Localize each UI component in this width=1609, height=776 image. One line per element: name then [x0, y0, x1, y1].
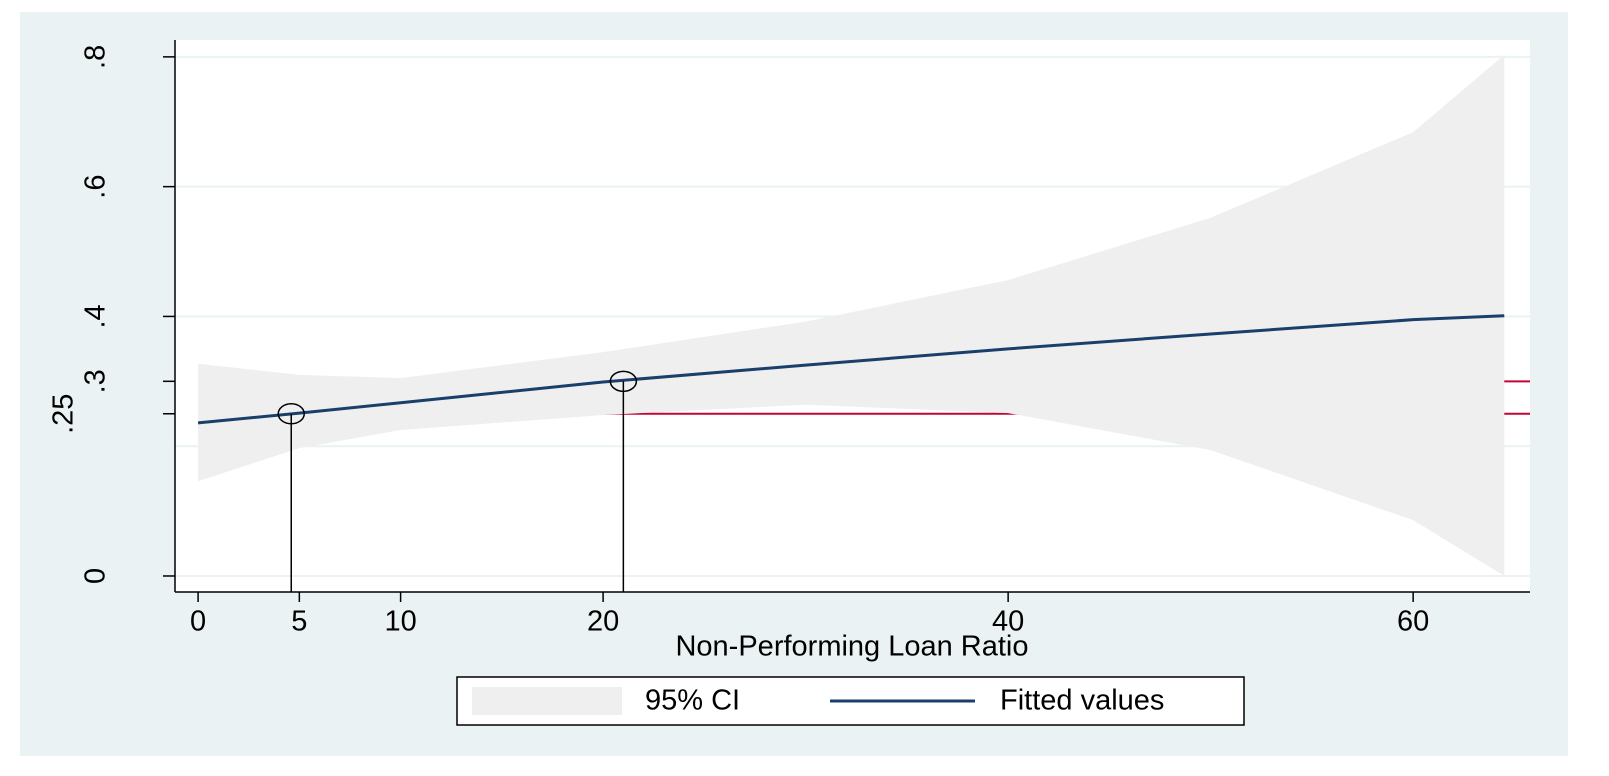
x-tick-label: 5: [291, 606, 307, 638]
reference-marker: [277, 403, 305, 425]
y-tick-label: .8: [80, 45, 112, 69]
ci-band: [198, 54, 1505, 576]
legend-label: 95% CI: [645, 685, 740, 717]
x-tick-label: 40: [992, 606, 1024, 638]
axes: 0 .25.3 .4 .6 .8 0 5 10 20 40 60: [48, 40, 1530, 638]
ci-area: [198, 54, 1505, 576]
fitted-line: [197, 314, 1505, 425]
y-tick-label: 0: [80, 568, 112, 584]
x-tick-label: 0: [190, 606, 206, 638]
y-tick-label: .3: [80, 369, 112, 393]
legend-items: 95% CI Fitted values: [472, 685, 1164, 717]
x-tick-label: 20: [587, 606, 619, 638]
y-tick-label: .6: [80, 175, 112, 199]
legend-label: Fitted values: [1000, 685, 1164, 717]
reference-points: [277, 370, 638, 592]
y-tick-label: .4: [80, 304, 112, 328]
legend-swatch: [472, 687, 622, 715]
fitted-line: [197, 314, 1505, 425]
y-tick-label: .25: [48, 394, 80, 434]
reference-marker: [609, 370, 638, 393]
x-tick-label: 10: [384, 606, 416, 638]
x-axis-label: Non-Performing Loan Ratio: [675, 631, 1028, 663]
x-tick-label: 60: [1397, 606, 1429, 638]
